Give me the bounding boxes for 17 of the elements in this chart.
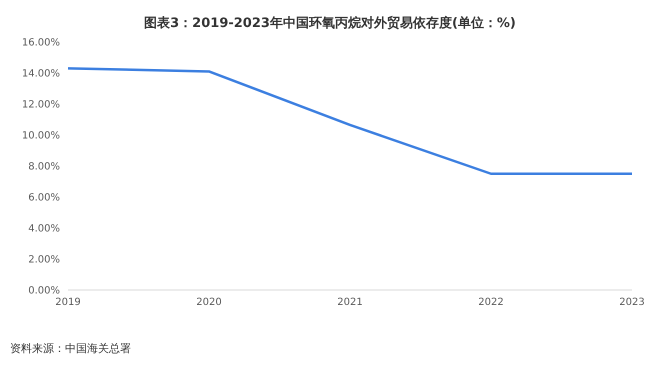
x-tick-label: 2022	[478, 297, 504, 308]
x-tick-label: 2021	[337, 297, 363, 308]
y-tick-label: 14.00%	[22, 68, 60, 80]
line-series	[66, 67, 634, 175]
y-tick-label: 10.00%	[22, 130, 60, 142]
y-tick-label: 2.00%	[28, 254, 60, 266]
y-tick-label: 8.00%	[28, 162, 60, 173]
y-tick-label: 0.00%	[28, 286, 60, 297]
y-tick-label: 16.00%	[22, 38, 60, 49]
x-tick-label: 2020	[196, 297, 222, 308]
y-tick-label: 6.00%	[28, 192, 60, 204]
y-tick-label: 4.00%	[28, 224, 60, 235]
x-tick-label: 2019	[55, 297, 81, 308]
x-tick-label: 2023	[619, 297, 645, 308]
chart-title: 图表3：2019-2023年中国环氧丙烷对外贸易依存度(单位：%)	[143, 14, 517, 32]
y-tick-label: 12.00%	[22, 100, 60, 111]
text: 资料来源：中国海关总署	[10, 342, 131, 355]
